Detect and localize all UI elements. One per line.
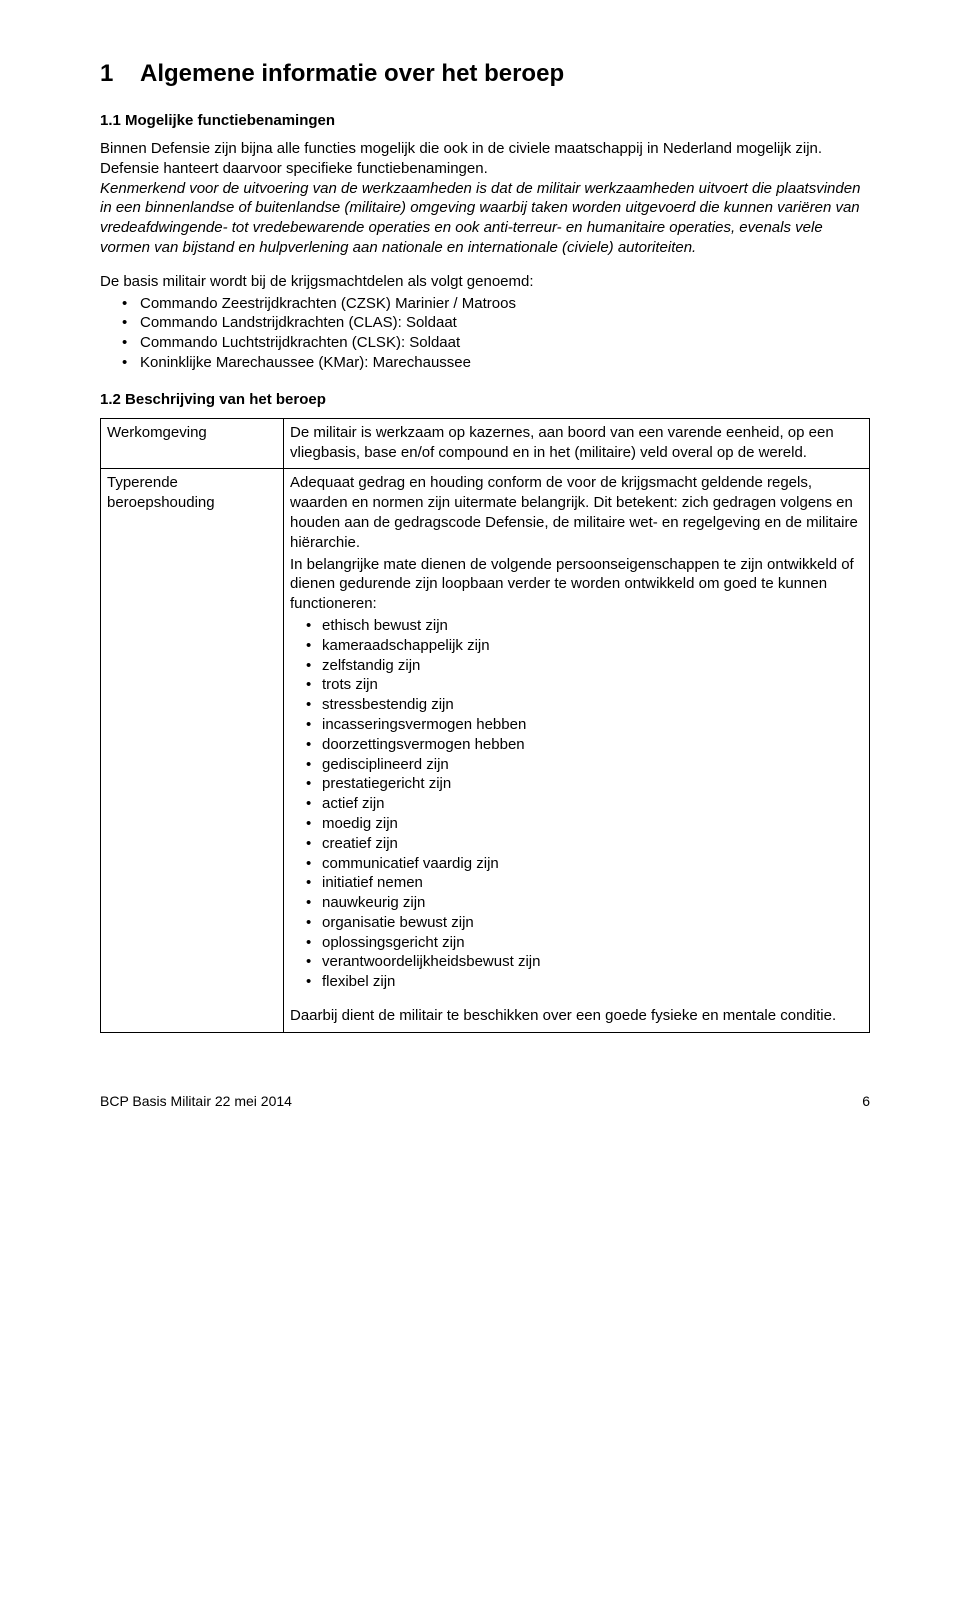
section-1-1-paragraph: Binnen Defensie zijn bijna alle functies… [100, 139, 870, 258]
row-body: De militair is werkzaam op kazernes, aan… [284, 418, 870, 469]
body-text: Daarbij dient de militair te beschikken … [290, 1006, 863, 1026]
list-item: Commando Zeestrijdkrachten (CZSK) Marini… [140, 294, 870, 314]
list-item: prestatiegericht zijn [322, 774, 863, 794]
para-line: Defensie hanteert daarvoor specifieke fu… [100, 160, 488, 177]
body-text: De militair is werkzaam op kazernes, aan… [290, 423, 863, 463]
list-item: verantwoordelijkheidsbewust zijn [322, 952, 863, 972]
list-item: gedisciplineerd zijn [322, 755, 863, 775]
list-item: doorzettingsvermogen hebben [322, 735, 863, 755]
table-row: Typerende beroepshouding Adequaat gedrag… [101, 469, 870, 1033]
body-text: Adequaat gedrag en houding conform de vo… [290, 473, 863, 552]
list-item: oplossingsgericht zijn [322, 933, 863, 953]
list-item: Commando Luchtstrijdkrachten (CLSK): Sol… [140, 333, 870, 353]
list-item: communicatief vaardig zijn [322, 854, 863, 874]
list-item: kameraadschappelijk zijn [322, 636, 863, 656]
row-body: Adequaat gedrag en houding conform de vo… [284, 469, 870, 1033]
list-item: Koninklijke Marechaussee (KMar): Marecha… [140, 353, 870, 373]
list-item: Commando Landstrijdkrachten (CLAS): Sold… [140, 313, 870, 333]
page-footer: BCP Basis Militair 22 mei 2014 6 [100, 1093, 870, 1109]
branches-lead: De basis militair wordt bij de krijgsmac… [100, 272, 870, 292]
list-item: organisatie bewust zijn [322, 913, 863, 933]
list-item: initiatief nemen [322, 873, 863, 893]
title-text: Algemene informatie over het beroep [140, 60, 564, 87]
section-1-2-heading: 1.2 Beschrijving van het beroep [100, 391, 870, 408]
list-item: flexibel zijn [322, 972, 863, 992]
para-line: Binnen Defensie zijn bijna alle functies… [100, 140, 822, 157]
branches-list: Commando Zeestrijdkrachten (CZSK) Marini… [100, 294, 870, 373]
list-item: incasseringsvermogen hebben [322, 715, 863, 735]
section-1-1-heading: 1.1 Mogelijke functiebenamingen [100, 112, 870, 129]
table-row: Werkomgeving De militair is werkzaam op … [101, 418, 870, 469]
para-italic: Kenmerkend voor de uitvoering van de wer… [100, 180, 860, 256]
traits-list: ethisch bewust zijn kameraadschappelijk … [290, 616, 863, 992]
page-title: 1Algemene informatie over het beroep [100, 60, 870, 88]
list-item: creatief zijn [322, 834, 863, 854]
spacer [290, 992, 863, 1006]
list-item: nauwkeurig zijn [322, 893, 863, 913]
list-item: ethisch bewust zijn [322, 616, 863, 636]
row-label: Werkomgeving [101, 418, 284, 469]
footer-left: BCP Basis Militair 22 mei 2014 [100, 1093, 292, 1109]
title-number: 1 [100, 60, 140, 88]
list-item: moedig zijn [322, 814, 863, 834]
row-label: Typerende beroepshouding [101, 469, 284, 1033]
footer-page-number: 6 [862, 1093, 870, 1109]
list-item: stressbestendig zijn [322, 695, 863, 715]
page: 1Algemene informatie over het beroep 1.1… [0, 0, 960, 1149]
body-text: In belangrijke mate dienen de volgende p… [290, 555, 863, 614]
list-item: actief zijn [322, 794, 863, 814]
list-item: zelfstandig zijn [322, 656, 863, 676]
description-table: Werkomgeving De militair is werkzaam op … [100, 418, 870, 1033]
list-item: trots zijn [322, 675, 863, 695]
